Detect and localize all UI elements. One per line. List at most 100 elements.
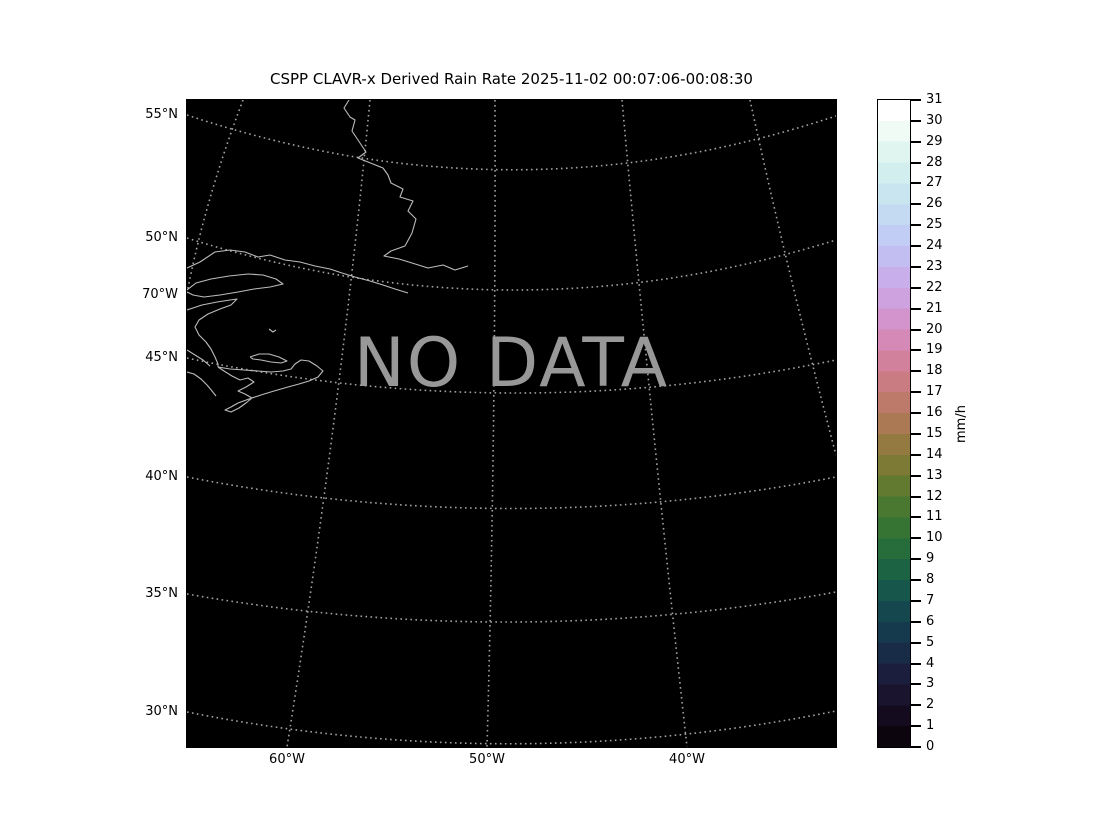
colorbar-tick bbox=[911, 349, 921, 352]
graticule-group bbox=[187, 100, 836, 747]
colorbar-tick-label: 8 bbox=[926, 572, 935, 588]
colorbar-tick bbox=[911, 370, 921, 373]
colorbar-tick-label: 11 bbox=[926, 509, 943, 525]
left-axis-label: 70°W bbox=[142, 287, 178, 302]
graticule-line bbox=[486, 100, 496, 747]
colorbar-tick bbox=[911, 245, 921, 248]
map-graticule-coastlines-svg bbox=[187, 100, 836, 747]
left-axis-label: 40°N bbox=[145, 469, 178, 484]
colorbar-tick-label: 19 bbox=[926, 342, 943, 358]
colorbar-tick bbox=[911, 453, 921, 456]
colorbar-tick-label: 17 bbox=[926, 384, 943, 400]
graticule-line bbox=[187, 357, 836, 394]
colorbar-tick bbox=[911, 599, 921, 602]
colorbar-tick bbox=[911, 161, 921, 164]
colorbar-tick-label: 29 bbox=[926, 133, 943, 149]
colorbar-tick-label: 5 bbox=[926, 634, 935, 650]
colorbar-tick bbox=[911, 579, 921, 582]
colorbar-tick bbox=[911, 474, 921, 477]
colorbar-tick-label: 12 bbox=[926, 488, 943, 504]
bottom-axis-label: 50°W bbox=[469, 752, 505, 767]
coastline-group bbox=[187, 100, 469, 413]
colorbar-tick-label: 28 bbox=[926, 154, 943, 170]
colorbar-tick bbox=[911, 203, 921, 206]
colorbar-tick-label: 27 bbox=[926, 175, 943, 191]
colorbar-units-label: mm/h bbox=[954, 405, 969, 443]
coastline bbox=[187, 371, 217, 397]
graticule-line bbox=[187, 591, 836, 623]
coastline bbox=[187, 298, 238, 367]
colorbar-tick bbox=[911, 516, 921, 519]
colorbar-tick bbox=[911, 286, 921, 289]
bottom-axis-label: 60°W bbox=[269, 752, 305, 767]
coastline bbox=[343, 100, 469, 271]
colorbar-tick-label: 31 bbox=[926, 92, 943, 107]
colorbar-gradient bbox=[878, 100, 910, 747]
graticule-line bbox=[187, 114, 836, 171]
colorbar-tick bbox=[911, 495, 921, 498]
colorbar-tick bbox=[911, 328, 921, 331]
colorbar-tick-label: 22 bbox=[926, 279, 943, 295]
colorbar-tick bbox=[911, 224, 921, 227]
colorbar-tick bbox=[911, 140, 921, 143]
left-axis-label: 55°N bbox=[145, 107, 178, 122]
left-axis-label: 45°N bbox=[145, 350, 178, 365]
page-title: CSPP CLAVR-x Derived Rain Rate 2025-11-0… bbox=[270, 70, 753, 88]
no-data-watermark: NO DATA bbox=[353, 324, 670, 403]
colorbar-tick-label: 21 bbox=[926, 300, 943, 316]
left-axis-label: 50°N bbox=[145, 230, 178, 245]
colorbar-tick bbox=[911, 265, 921, 268]
graticule-line bbox=[286, 100, 371, 747]
colorbar-tick-label: 30 bbox=[926, 112, 943, 128]
colorbar-tick-label: 25 bbox=[926, 217, 943, 233]
colorbar-tick bbox=[911, 662, 921, 665]
coastline bbox=[249, 353, 288, 364]
colorbar-tick bbox=[911, 704, 921, 707]
colorbar-tick-label: 4 bbox=[926, 655, 935, 671]
coastline bbox=[268, 328, 277, 333]
colorbar-tick-label: 23 bbox=[926, 258, 943, 274]
colorbar-tick bbox=[911, 725, 921, 728]
colorbar bbox=[878, 100, 910, 747]
coastline bbox=[187, 349, 211, 367]
graticule-line bbox=[187, 476, 836, 510]
graticule-line bbox=[187, 710, 836, 745]
coastline bbox=[187, 249, 409, 294]
colorbar-tick-label: 15 bbox=[926, 425, 943, 441]
colorbar-tick-label: 6 bbox=[926, 613, 935, 629]
colorbar-tick-label: 20 bbox=[926, 321, 943, 337]
map-plot-area: NO DATA bbox=[187, 100, 836, 747]
colorbar-tick-label: 1 bbox=[926, 718, 935, 734]
coastline bbox=[217, 359, 324, 413]
colorbar-tick bbox=[911, 683, 921, 686]
colorbar-tick bbox=[911, 391, 921, 394]
colorbar-tick-label: 3 bbox=[926, 676, 935, 692]
colorbar-tick bbox=[911, 641, 921, 644]
colorbar-tick-label: 2 bbox=[926, 697, 935, 713]
colorbar-tick-label: 26 bbox=[926, 196, 943, 212]
colorbar-tick-label: 0 bbox=[926, 739, 935, 754]
left-axis-label: 30°N bbox=[145, 704, 178, 719]
colorbar-tick-label: 14 bbox=[926, 446, 943, 462]
colorbar-tick-label: 18 bbox=[926, 363, 943, 379]
graticule-line bbox=[187, 237, 836, 291]
colorbar-tick-label: 24 bbox=[926, 238, 943, 254]
colorbar-tick bbox=[911, 620, 921, 623]
colorbar-tick-label: 10 bbox=[926, 530, 943, 546]
graticule-line bbox=[749, 100, 836, 456]
colorbar-tick bbox=[911, 99, 921, 101]
colorbar-tick-label: 7 bbox=[926, 592, 935, 608]
colorbar-tick-label: 9 bbox=[926, 551, 935, 567]
colorbar-tick bbox=[911, 558, 921, 561]
colorbar-tick bbox=[911, 537, 921, 540]
colorbar-tick bbox=[911, 119, 921, 122]
left-axis-label: 35°N bbox=[145, 586, 178, 601]
graticule-line bbox=[621, 100, 688, 747]
colorbar-tick bbox=[911, 746, 921, 748]
colorbar-tick bbox=[911, 412, 921, 415]
coastline bbox=[187, 273, 284, 298]
colorbar-tick bbox=[911, 307, 921, 310]
bottom-axis-label: 40°W bbox=[669, 752, 705, 767]
graticule-line bbox=[187, 100, 244, 294]
